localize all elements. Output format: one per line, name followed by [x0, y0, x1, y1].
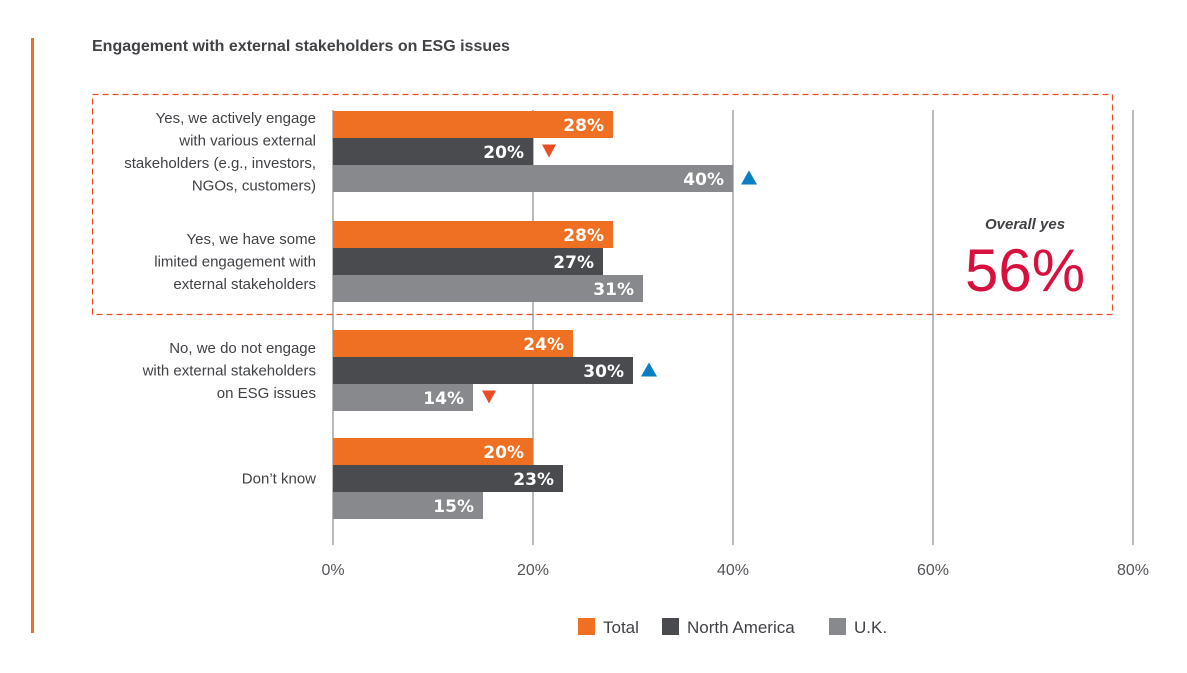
- bar-total: [333, 221, 613, 248]
- bar-value-label: 20%: [483, 443, 524, 463]
- bar-total: [333, 111, 613, 138]
- overall-caption: Overall yes: [985, 216, 1065, 233]
- bar-north-america: [333, 248, 603, 275]
- category-label: external stakeholders: [173, 276, 316, 293]
- bar-u-k: [333, 492, 483, 519]
- bar-value-label: 24%: [523, 335, 564, 355]
- category-label: on ESG issues: [217, 385, 316, 402]
- legend-item: U.K.: [829, 618, 887, 637]
- bar-value-label: 20%: [483, 143, 524, 163]
- legend-item: Total: [578, 618, 639, 637]
- bar-u-k: [333, 384, 473, 411]
- x-tick-label: 60%: [917, 562, 949, 579]
- bar-u-k: [333, 165, 733, 192]
- bar-value-label: 15%: [433, 497, 474, 517]
- category-label: No, we do not engage: [169, 340, 316, 357]
- triangle-up-icon: [741, 170, 757, 185]
- bars: 28% 20% 40% 28% 27% 31% 24% 30% 14% 20% 23% 15%: [333, 111, 757, 519]
- legend-swatch: [578, 618, 595, 635]
- category-label: Yes, we have some: [186, 231, 316, 248]
- bar-value-label: 23%: [513, 470, 554, 490]
- triangle-down-icon: [542, 144, 556, 158]
- category-label: Yes, we actively engage: [156, 110, 316, 127]
- category-label: NGOs, customers): [192, 177, 316, 194]
- legend-swatch: [662, 618, 679, 635]
- bar-value-label: 40%: [683, 170, 724, 190]
- legend-label: Total: [603, 618, 639, 637]
- legend-item: North America: [662, 618, 795, 637]
- category-label: Don’t know: [242, 471, 316, 488]
- bar-value-label: 14%: [423, 389, 464, 409]
- legend: Total North America U.K.: [578, 618, 887, 637]
- legend-label: U.K.: [854, 618, 887, 637]
- bar-value-label: 31%: [593, 280, 634, 300]
- x-tick-label: 20%: [517, 562, 549, 579]
- category-label: with various external: [178, 132, 316, 149]
- triangle-up-icon: [641, 362, 657, 377]
- highlight-box: [91, 93, 1114, 316]
- bar-north-america: [333, 465, 563, 492]
- legend-swatch: [829, 618, 846, 635]
- overall-value: 56%: [965, 237, 1085, 304]
- x-tick-label: 40%: [717, 562, 749, 579]
- x-tick-label: 80%: [1117, 562, 1149, 579]
- bar-value-label: 27%: [553, 253, 594, 273]
- overall-yes-callout: Overall yes 56%: [965, 216, 1085, 304]
- category-label: limited engagement with: [154, 254, 316, 271]
- bar-north-america: [333, 357, 633, 384]
- highlight-region: [91, 93, 1114, 316]
- accent-bar: [31, 38, 34, 633]
- legend-label: North America: [687, 618, 795, 637]
- bar-value-label: 28%: [563, 226, 604, 246]
- bar-u-k: [333, 275, 643, 302]
- category-label: with external stakeholders: [142, 363, 316, 380]
- bar-value-label: 30%: [583, 362, 624, 382]
- bar-value-label: 28%: [563, 116, 604, 136]
- x-tick-label: 0%: [321, 562, 344, 579]
- triangle-down-icon: [482, 390, 496, 404]
- bar-total: [333, 330, 573, 357]
- x-axis-ticks: 0% 20% 40% 60% 80%: [321, 562, 1149, 579]
- bar-north-america: [333, 138, 533, 165]
- bar-total: [333, 438, 533, 465]
- category-label: stakeholders (e.g., investors,: [124, 155, 316, 172]
- chart-title: Engagement with external stakeholders on…: [92, 38, 510, 55]
- category-labels: Yes, we actively engage with various exte…: [124, 110, 316, 488]
